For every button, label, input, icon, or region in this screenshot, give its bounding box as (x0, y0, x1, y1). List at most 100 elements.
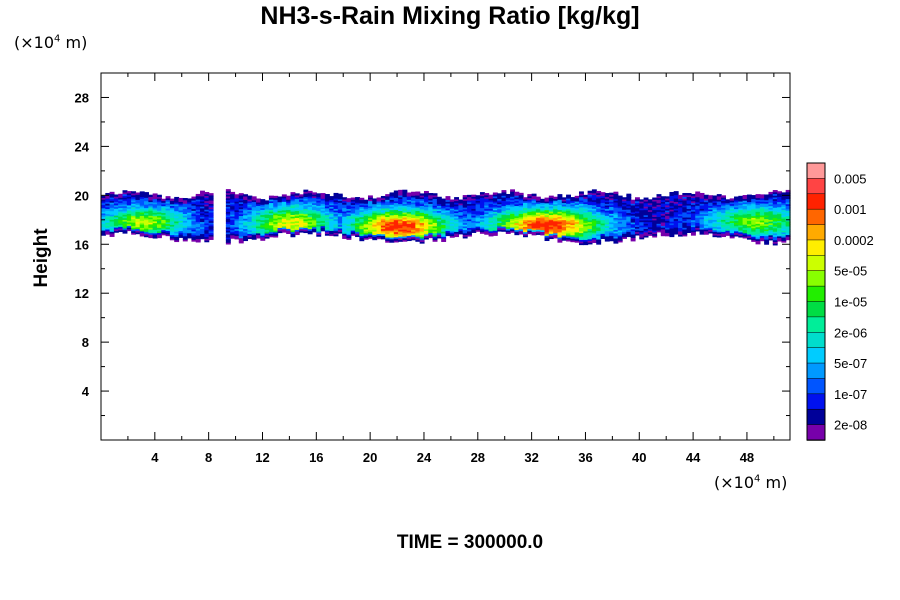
field-cell (355, 217, 360, 220)
field-cell (634, 224, 640, 227)
field-cell (178, 201, 184, 204)
field-cell (669, 198, 675, 202)
field-cell (759, 218, 765, 221)
field-cell (566, 235, 571, 239)
field-cell (109, 203, 115, 207)
field-cell (367, 198, 373, 202)
field-cell (316, 207, 322, 210)
field-cell (393, 221, 399, 224)
field-cell (557, 223, 563, 226)
field-cell (398, 191, 404, 194)
field-cell (312, 224, 317, 228)
field-cell (445, 199, 451, 202)
field-cell (660, 216, 666, 220)
field-cell (458, 204, 464, 207)
field-cell (204, 233, 210, 236)
field-cell (118, 210, 124, 214)
field-cell (617, 228, 623, 231)
field-cell (109, 200, 115, 203)
field-cell (337, 217, 343, 220)
field-cell (243, 213, 249, 216)
field-cell (415, 229, 421, 232)
field-cell (578, 234, 584, 237)
field-cell (169, 231, 175, 234)
field-cell (432, 194, 438, 198)
field-cell (699, 211, 705, 215)
field-cell (721, 195, 727, 198)
field-cell (467, 218, 472, 222)
field-cell (355, 207, 360, 210)
field-cell (238, 229, 244, 232)
field-cell (561, 219, 567, 222)
field-cell (135, 207, 141, 211)
field-cell (415, 215, 421, 218)
field-cell (428, 194, 434, 198)
field-cell (492, 207, 498, 211)
field-cell (454, 233, 460, 236)
field-cell (238, 227, 244, 230)
field-cell (165, 196, 171, 199)
field-cell (583, 198, 589, 201)
field-cell (411, 234, 416, 237)
field-cell (682, 206, 688, 209)
field-cell (402, 211, 408, 215)
field-cell (419, 229, 425, 232)
field-cell (479, 216, 485, 219)
field-cell (367, 234, 373, 238)
field-cell (467, 223, 472, 227)
field-cell (587, 223, 593, 226)
field-cell (686, 213, 692, 216)
field-cell (376, 219, 382, 223)
field-cell (523, 209, 528, 212)
field-cell (583, 210, 589, 213)
field-cell (479, 226, 485, 229)
field-cell (742, 222, 748, 225)
field-cell (398, 194, 404, 198)
field-cell (126, 197, 132, 201)
field-cell (148, 204, 154, 208)
field-cell (346, 215, 352, 218)
field-cell (492, 228, 498, 231)
field-cell (423, 235, 429, 238)
field-cell (518, 197, 524, 201)
field-cell (467, 215, 472, 218)
field-cell (574, 223, 580, 226)
field-cell (458, 211, 464, 214)
field-cell (557, 199, 563, 202)
field-cell (591, 232, 597, 235)
field-cell (587, 236, 593, 240)
field-cell (462, 227, 468, 230)
field-cell (260, 231, 266, 234)
field-cell (148, 223, 154, 227)
field-cell (540, 219, 546, 222)
field-cell (355, 197, 360, 200)
field-cell (497, 208, 503, 212)
field-cell (742, 200, 748, 203)
field-cell (617, 229, 623, 233)
field-cell (678, 201, 683, 205)
field-cell (204, 193, 210, 197)
field-cell (669, 226, 675, 229)
field-cell (492, 221, 498, 224)
field-cell (290, 202, 296, 205)
field-cell (350, 216, 356, 219)
field-cell (604, 230, 610, 234)
field-cell (678, 196, 683, 199)
field-cell (294, 198, 300, 201)
field-cell (122, 224, 128, 227)
field-cell (492, 194, 498, 197)
field-cell (591, 233, 597, 237)
field-cell (596, 232, 602, 235)
colorbar: 0.0050.0010.00025e-051e-052e-065e-071e-0… (806, 162, 874, 441)
field-cell (156, 220, 162, 223)
field-cell (634, 233, 640, 236)
field-cell (376, 226, 382, 229)
colorbar-swatch (806, 332, 826, 349)
field-cell (510, 192, 515, 196)
field-cell (182, 216, 188, 220)
field-cell (617, 216, 623, 219)
field-cell (260, 221, 266, 224)
field-cell (656, 209, 662, 212)
colorbar-label: 1e-07 (834, 387, 867, 402)
field-cell (264, 200, 270, 203)
